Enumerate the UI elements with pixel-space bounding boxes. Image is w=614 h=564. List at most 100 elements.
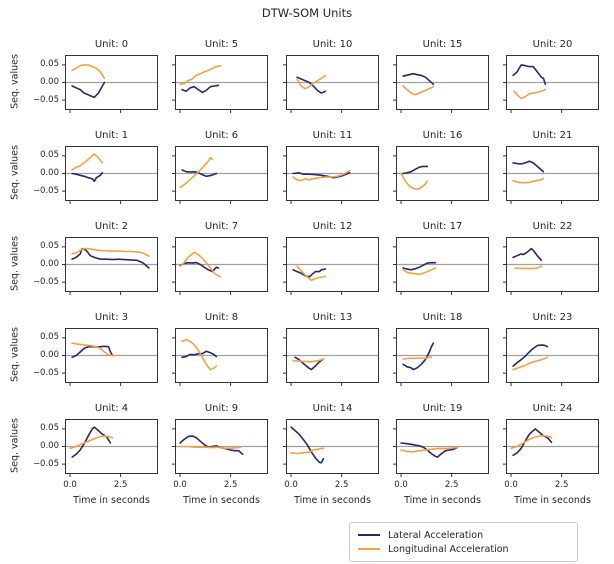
- longitudinal-line: [179, 65, 222, 86]
- axes-spines: [506, 328, 599, 383]
- x-tick-label: 0.0: [504, 480, 518, 490]
- subplot-canvas: [62, 237, 158, 295]
- subplot-unit-8: Unit: 8: [172, 312, 268, 386]
- subplot-title: Unit: 19: [422, 403, 463, 414]
- axes-spines: [506, 237, 599, 292]
- subplot-unit-13: Unit: 13: [283, 312, 379, 386]
- lateral-line: [512, 160, 545, 173]
- x-axis-label: Time in seconds: [73, 495, 150, 506]
- longitudinal-line: [402, 356, 433, 360]
- legend-item-longitudinal: Longitudinal Acceleration: [358, 542, 569, 556]
- axes-spines: [396, 328, 489, 383]
- subplot-title: Unit: 17: [422, 221, 463, 232]
- longitudinal-line: [402, 85, 435, 96]
- longitudinal-line: [71, 247, 150, 257]
- x-axis-label: Time in seconds: [183, 495, 260, 506]
- axes-spines: [506, 55, 599, 110]
- y-tick-label: 0.05: [40, 150, 59, 161]
- subplot-canvas: [172, 328, 268, 386]
- longitudinal-line: [181, 338, 218, 371]
- lateral-line: [179, 261, 220, 273]
- subplot-canvas: [503, 328, 599, 386]
- legend-label-lateral: Lateral Acceleration: [388, 529, 484, 541]
- axes-spines: [286, 237, 379, 292]
- x-tick-label: 2.5: [113, 480, 128, 490]
- subplot-unit-11: Unit: 11: [283, 130, 379, 204]
- y-tick-label: −0.05: [32, 367, 59, 378]
- subplot-unit-4: Unit: 4: [62, 403, 158, 477]
- subplot-unit-24: Unit: 24: [503, 403, 599, 477]
- longitudinal-line: [292, 169, 351, 182]
- axes-spines: [286, 419, 379, 474]
- x-tick-label: 2.5: [334, 480, 349, 490]
- lateral-line: [512, 64, 547, 86]
- subplot-title: Unit: 3: [94, 312, 129, 323]
- subplot-title: Unit: 24: [532, 403, 573, 414]
- axes-spines: [396, 419, 489, 474]
- axes-spines: [175, 328, 268, 383]
- subplot-canvas: [62, 328, 158, 386]
- longitudinal-line: [179, 156, 214, 189]
- subplot-title: Unit: 18: [422, 312, 463, 323]
- legend-item-lateral: Lateral Acceleration: [358, 528, 569, 542]
- subplot-title: Unit: 9: [204, 403, 239, 414]
- x-tick-label: 0.0: [394, 480, 408, 490]
- subplot-title: Unit: 13: [312, 312, 353, 323]
- axes-spines: [396, 237, 489, 292]
- subplot-unit-6: Unit: 6: [172, 130, 268, 204]
- x-tick-label: 2.5: [444, 480, 459, 490]
- subplot-title: Unit: 1: [94, 130, 129, 141]
- subplot-canvas: [283, 146, 379, 204]
- longitudinal-line: [179, 445, 242, 450]
- y-axis-label: Seq. values: [9, 235, 21, 291]
- axes-spines: [506, 146, 599, 201]
- subplot-unit-3: Unit: 3: [62, 312, 158, 386]
- axes-spines: [175, 237, 268, 292]
- y-tick-label: 0.00: [40, 168, 59, 178]
- subplot-canvas: [283, 419, 379, 477]
- y-tick-label: 0.00: [40, 259, 59, 269]
- lateral-line: [181, 84, 220, 94]
- lateral-line: [402, 72, 435, 86]
- lateral-line: [402, 261, 437, 271]
- subplot-unit-7: Unit: 7: [172, 221, 268, 295]
- x-tick-label: 0.0: [63, 480, 77, 490]
- longitudinal-line: [69, 435, 114, 450]
- axes-spines: [286, 55, 379, 110]
- axes-spines: [65, 146, 158, 201]
- subplot-canvas: [503, 55, 599, 113]
- subplot-title: Unit: 21: [532, 130, 573, 141]
- subplot-title: Unit: 20: [532, 39, 573, 50]
- subplot-unit-21: Unit: 21: [503, 130, 599, 204]
- lateral-line: [179, 435, 244, 456]
- axes-spines: [286, 146, 379, 201]
- y-tick-label: −0.05: [32, 276, 59, 287]
- x-tick-label: 2.5: [554, 480, 569, 490]
- subplot-title: Unit: 12: [312, 221, 353, 232]
- subplot-canvas: [172, 146, 268, 204]
- subplot-unit-17: Unit: 17: [393, 221, 489, 295]
- lateral-line: [512, 428, 553, 457]
- subplot-canvas: [503, 237, 599, 295]
- subplot-title: Unit: 5: [204, 39, 239, 50]
- subplot-canvas: [283, 237, 379, 295]
- subplot-canvas: [172, 237, 268, 295]
- subplot-title: Unit: 10: [312, 39, 353, 50]
- subplot-canvas: [393, 328, 489, 386]
- x-tick-label: 0.0: [173, 480, 187, 490]
- longitudinal-line: [400, 172, 429, 191]
- legend: Lateral Acceleration Longitudinal Accele…: [349, 522, 578, 562]
- longitudinal-line-swatch: [358, 548, 380, 550]
- lateral-line: [71, 171, 104, 183]
- y-tick-label: 0.00: [40, 77, 59, 87]
- subplot-canvas: [393, 55, 489, 113]
- longitudinal-line: [514, 265, 543, 270]
- y-tick-label: 0.00: [40, 350, 59, 360]
- longitudinal-line: [296, 74, 327, 90]
- lateral-line: [512, 247, 543, 262]
- subplot-canvas: [172, 419, 268, 477]
- x-tick-label: 2.5: [223, 480, 238, 490]
- longitudinal-line: [510, 435, 553, 450]
- subplot-title: Unit: 2: [94, 221, 129, 232]
- subplot-unit-10: Unit: 10: [283, 39, 379, 113]
